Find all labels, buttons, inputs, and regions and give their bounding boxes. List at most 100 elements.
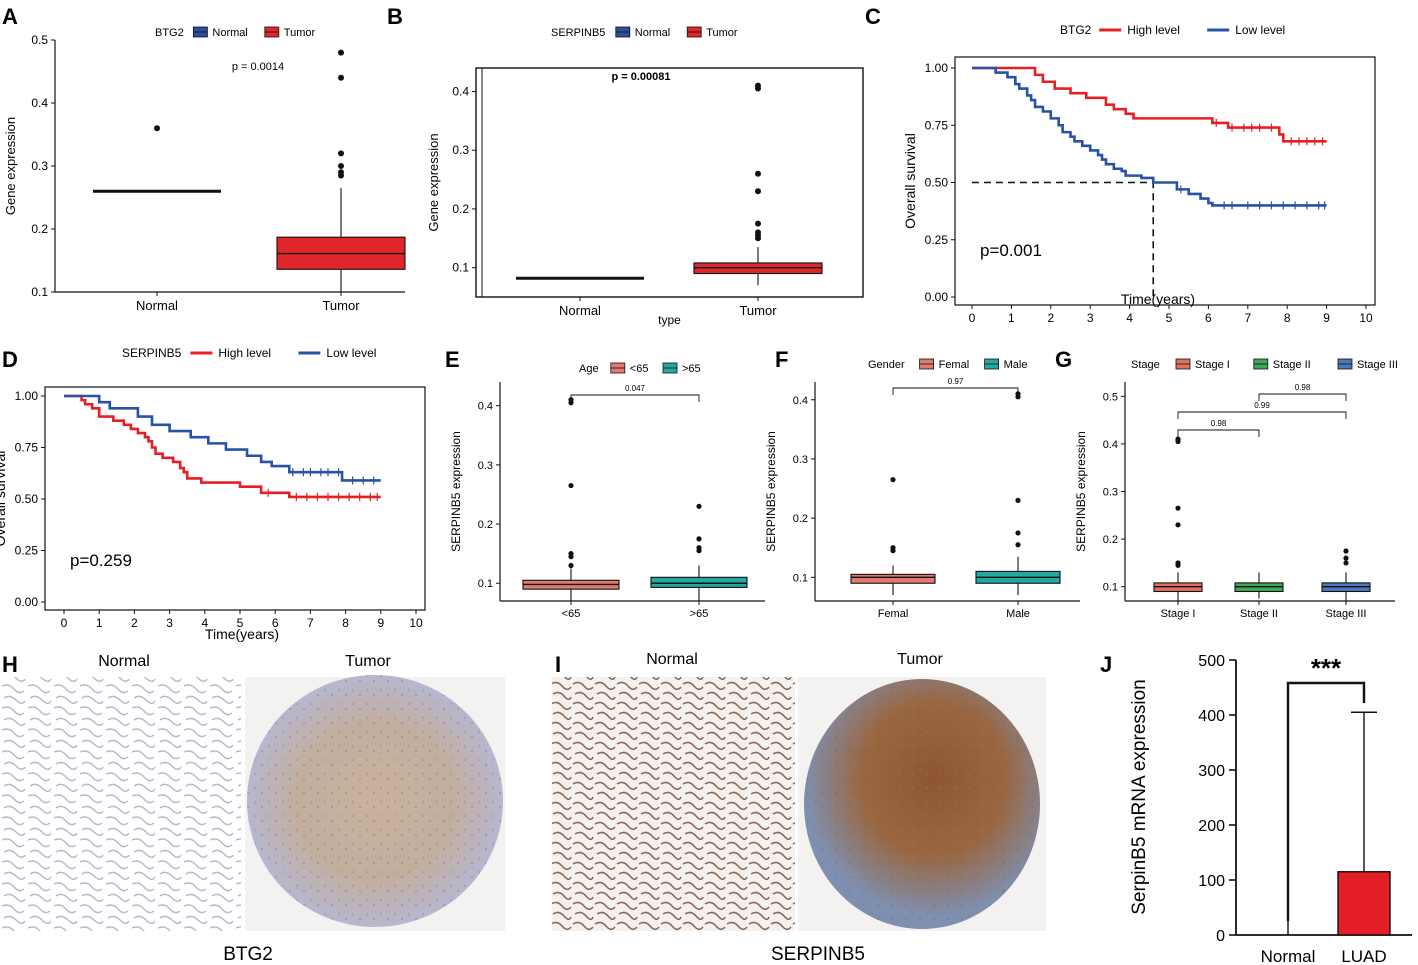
legend-title: BTG2 <box>1060 23 1092 37</box>
p-value-label: p=0.001 <box>980 241 1042 260</box>
x-tick-label: Normal <box>1261 947 1316 965</box>
y-tick-label: 0.2 <box>478 519 493 531</box>
x-tick-label: 10 <box>1359 311 1373 325</box>
y-tick-label: 0.75 <box>925 118 949 132</box>
panel-letter-g: G <box>1055 347 1072 372</box>
outlier-point <box>755 85 761 92</box>
y-tick-label: 0.00 <box>925 290 949 304</box>
outlier-point <box>1175 522 1181 528</box>
y-tick-label: 0.1 <box>452 261 469 275</box>
outlier-point <box>755 235 761 242</box>
survival-curve-high <box>64 394 381 499</box>
legend-title: BTG2 <box>155 27 184 39</box>
y-tick-label: 0.4 <box>1103 439 1118 451</box>
x-tick-label: Normal <box>136 298 178 313</box>
outlier-point <box>696 536 702 542</box>
panel-h-histology: Normal Tumor BTG2 <box>0 653 505 965</box>
outlier-point <box>890 477 896 483</box>
y-tick-label: 0.4 <box>452 84 469 98</box>
outlier-point <box>568 482 574 489</box>
comparison-p-label: 0.047 <box>625 384 646 393</box>
y-tick-label: 0.3 <box>31 159 48 173</box>
legend-title: SERPINB5 <box>551 27 605 39</box>
x-tick-label: 2 <box>131 616 138 630</box>
y-tick-label: 300 <box>1198 763 1225 780</box>
p-value-label: p = 0.00081 <box>611 71 670 83</box>
x-tick-label: 10 <box>409 616 423 630</box>
y-tick-label: 0.1 <box>478 578 493 590</box>
panel-c-btg2-survival: 0 1 2 3 4 5 6 7 8 9 10 0.00 0.25 0.50 0.75 1.00 Overall … <box>902 23 1376 325</box>
outlier-point <box>338 150 344 157</box>
i-gene-label: SERPINB5 <box>771 944 865 965</box>
x-tick-label: 4 <box>201 616 208 630</box>
y-tick-label: 0.25 <box>15 544 39 558</box>
comparison-bracket <box>1177 429 1260 437</box>
x-tick-label: 2 <box>1047 311 1054 325</box>
h-tumor-texture <box>247 675 503 927</box>
outlier-point <box>568 562 574 569</box>
p-value-label: p = 0.0014 <box>232 61 284 73</box>
comparison-p-label: 0.98 <box>1295 383 1311 392</box>
legend: Age <65 >65 <box>579 362 701 375</box>
panel-letter-c: C <box>865 4 881 29</box>
significance-label: *** <box>1311 653 1342 683</box>
outlier-point <box>1015 497 1021 503</box>
panel-g-stage-boxplot: 0.1 0.2 0.3 0.4 0.5 SERPINB5 expression Stage … <box>1074 358 1398 620</box>
x-tick-label: 1 <box>1008 311 1015 325</box>
x-tick-label: Normal <box>559 303 601 318</box>
y-axis-label: Gene expression <box>426 133 441 231</box>
panel-a-btg2-boxplot: 0.1 0.2 0.3 0.4 0.5 Gene expression Normal Tumo… <box>3 26 406 313</box>
y-tick-label: 0.1 <box>1103 582 1118 594</box>
y-tick-label: 0.1 <box>31 285 48 299</box>
x-tick-label: 3 <box>166 616 173 630</box>
comparison-p-label: 0.98 <box>1211 419 1227 428</box>
comparison-bracket <box>570 394 700 402</box>
x-tick-label: 5 <box>1166 311 1173 325</box>
y-tick-label: 0.3 <box>478 460 493 472</box>
y-tick-label: 0 <box>1216 928 1225 945</box>
panel-letter-b: B <box>387 4 403 29</box>
panel-letter-i: I <box>555 652 561 677</box>
y-tick-label: 0.3 <box>793 454 808 466</box>
legend-label: Stage I <box>1195 359 1230 371</box>
plot-frame <box>475 67 864 298</box>
outlier-point <box>1175 438 1181 445</box>
survival-curve-high <box>972 66 1327 143</box>
outlier-point <box>1015 394 1021 400</box>
y-tick-label: 0.75 <box>15 441 39 455</box>
y-tick-label: 0.5 <box>31 33 48 47</box>
x-tick-label: 0 <box>969 311 976 325</box>
legend-label: Stage II <box>1273 359 1311 371</box>
outlier-point <box>1175 505 1181 511</box>
legend-label: Low level <box>326 346 376 360</box>
outlier-point <box>338 163 344 169</box>
comparison-p-label: 0.99 <box>1254 401 1270 410</box>
y-tick-label: 200 <box>1198 818 1225 835</box>
y-tick-label: 400 <box>1198 708 1225 725</box>
box-body <box>650 576 748 588</box>
legend-title: SERPINB5 <box>122 346 182 360</box>
x-tick-label: 7 <box>307 616 314 630</box>
legend: SERPINB5 Normal Tumor <box>551 26 738 39</box>
i-tumor-texture <box>804 679 1040 929</box>
y-tick-label: 1.00 <box>925 61 949 75</box>
comparison-bracket <box>1177 411 1347 419</box>
x-tick-label: 1 <box>96 616 103 630</box>
outlier-point <box>568 554 574 560</box>
outlier-point <box>1015 530 1021 536</box>
x-tick-label: 9 <box>377 616 384 630</box>
outlier-point <box>755 170 761 177</box>
y-tick-label: 500 <box>1198 653 1225 670</box>
legend-title: Age <box>579 363 599 375</box>
outlier-point <box>1343 555 1349 561</box>
x-tick-label: Femal <box>878 608 909 620</box>
x-tick-label: Stage I <box>1161 608 1196 620</box>
panel-letter-e: E <box>445 347 460 372</box>
x-tick-label: 3 <box>1087 311 1094 325</box>
panel-letter-d: D <box>2 347 18 372</box>
y-tick-label: 0.3 <box>1103 487 1118 499</box>
legend-label: Tumor <box>706 27 738 39</box>
box-body <box>850 573 936 584</box>
legend-label: Tumor <box>284 27 316 39</box>
panel-j-bar-chart: 0 100 200 300 400 500 SerpinB5 mRNA expression… <box>1129 653 1412 965</box>
